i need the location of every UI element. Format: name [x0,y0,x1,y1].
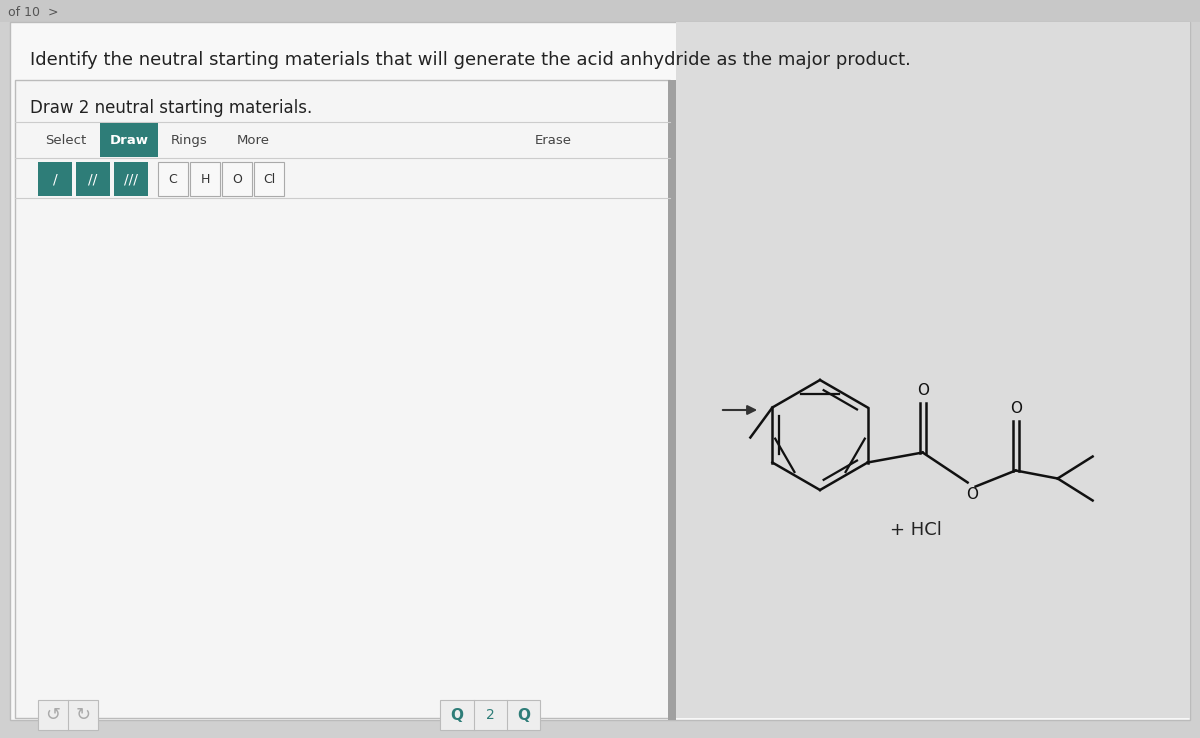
Text: Q: Q [517,708,530,723]
Text: More: More [236,134,270,147]
FancyBboxPatch shape [222,162,252,196]
Text: O: O [917,383,929,398]
Text: ↻: ↻ [76,706,90,724]
Text: ///: /// [124,172,138,186]
Text: Draw: Draw [109,134,149,147]
Text: Select: Select [44,134,86,147]
Text: + HCl: + HCl [890,521,942,539]
Text: O: O [966,487,978,502]
FancyBboxPatch shape [668,80,676,720]
FancyBboxPatch shape [676,22,1190,718]
FancyBboxPatch shape [14,80,670,718]
Text: 2: 2 [486,708,494,722]
FancyBboxPatch shape [440,700,540,730]
FancyBboxPatch shape [10,22,1190,720]
FancyBboxPatch shape [254,162,284,196]
Text: ↺: ↺ [46,706,60,724]
FancyBboxPatch shape [114,162,148,196]
Text: C: C [169,173,178,185]
Text: O: O [232,173,242,185]
Text: Erase: Erase [534,134,571,147]
FancyBboxPatch shape [0,0,1200,22]
Text: Draw 2 neutral starting materials.: Draw 2 neutral starting materials. [30,99,312,117]
Text: /: / [53,172,58,186]
FancyBboxPatch shape [190,162,220,196]
FancyBboxPatch shape [158,162,188,196]
FancyBboxPatch shape [38,700,98,730]
Text: Q: Q [450,708,463,723]
Text: H: H [200,173,210,185]
Text: O: O [1009,401,1021,416]
Text: Cl: Cl [263,173,275,185]
Text: Identify the neutral starting materials that will generate the acid anhydride as: Identify the neutral starting materials … [30,51,911,69]
Text: //: // [89,172,97,186]
FancyBboxPatch shape [38,162,72,196]
Text: Rings: Rings [170,134,208,147]
Text: of 10  >: of 10 > [8,5,59,18]
FancyBboxPatch shape [100,123,158,157]
FancyBboxPatch shape [76,162,110,196]
